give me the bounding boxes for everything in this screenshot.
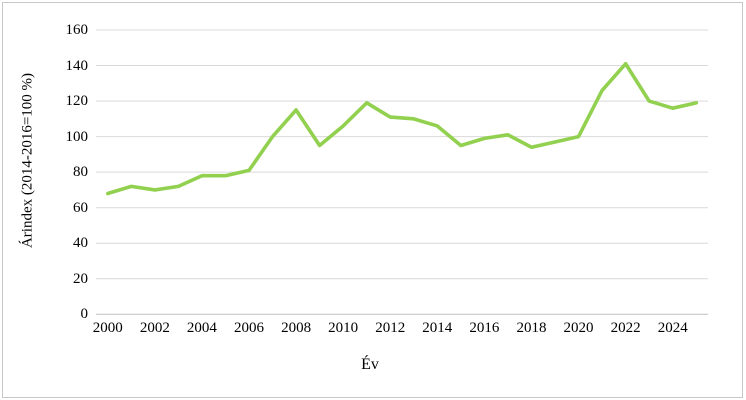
y-tick-label: 120	[65, 93, 89, 110]
y-tick-label: 80	[73, 164, 88, 181]
y-tick-label: 100	[65, 128, 89, 145]
y-tick-label: 160	[65, 22, 89, 38]
x-tick-label: 2018	[516, 320, 547, 336]
series-line	[105, 61, 699, 196]
y-tick-label: 0	[80, 306, 89, 323]
x-tick-label: 2008	[281, 320, 312, 336]
y-tick-label: 40	[73, 235, 88, 252]
price-index-line-series	[105, 61, 699, 196]
y-tick-label: 20	[73, 270, 88, 287]
x-tick-label: 2006	[234, 320, 264, 336]
y-tick-label: 140	[65, 57, 89, 74]
x-tick-label: 2014	[422, 320, 453, 336]
x-tick-label: 2000	[92, 320, 123, 336]
y-tick-label: 60	[73, 199, 88, 216]
x-tick-label: 2020	[563, 320, 594, 336]
x-tick-label: 2002	[139, 320, 170, 336]
x-tick-label: 2022	[610, 320, 641, 336]
x-tick-label: 2024	[657, 320, 688, 336]
x-tick-label: 2004	[186, 320, 217, 336]
gridlines	[96, 29, 708, 280]
x-tick-label: 2016	[469, 320, 500, 336]
x-tick-label: 2010	[328, 320, 359, 336]
x-tick-label: 2012	[375, 320, 406, 336]
y-axis-title: Árindex (2014-2016=100 %)	[19, 72, 36, 249]
x-axis-title: Év	[361, 356, 379, 373]
